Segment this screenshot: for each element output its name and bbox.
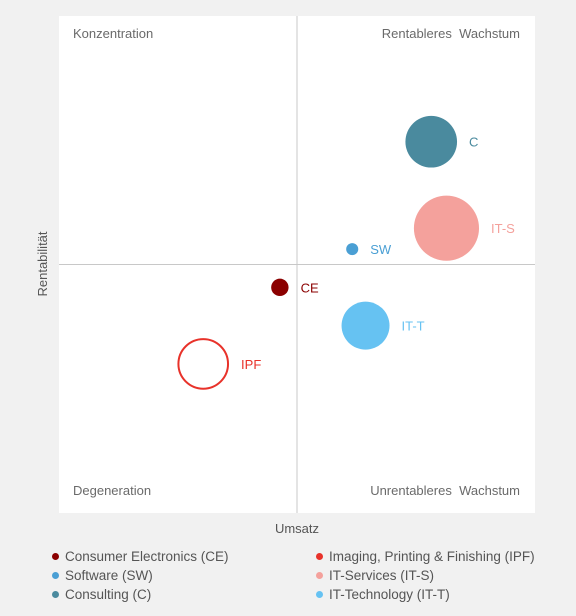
legend-item-ipf: Imaging, Printing & Finishing (IPF): [316, 548, 572, 565]
legend-marker-it-t: [316, 591, 323, 598]
legend-label-c: Consulting (C): [65, 587, 152, 602]
bubble-label-sw: SW: [370, 242, 392, 257]
legend-marker-ce: [52, 553, 59, 560]
bubble-label-ce: CE: [301, 280, 319, 295]
legend: Consumer Electronics (CE) Imaging, Printi…: [52, 548, 572, 603]
bubble-sw: [346, 243, 359, 256]
y-axis-label: Rentabilität: [35, 231, 50, 296]
legend-item-it-t: IT-Technology (IT-T): [316, 586, 572, 603]
legend-item-ce: Consumer Electronics (CE): [52, 548, 316, 565]
bubble-ce: [271, 278, 289, 297]
bubble-it-t: [341, 301, 390, 350]
legend-label-ce: Consumer Electronics (CE): [65, 549, 229, 564]
legend-marker-c: [52, 591, 59, 598]
bubble-label-it-t: IT-T: [402, 319, 425, 334]
legend-marker-it-s: [316, 572, 323, 579]
bubble-layer: CE IPF SW IT-S C IT-T: [177, 115, 515, 390]
bubble-it-s: [413, 195, 480, 261]
quadrant-label-bottom-left: Degeneration: [73, 483, 151, 498]
legend-label-it-t: IT-Technology (IT-T): [329, 587, 450, 602]
bubble-label-ipf: IPF: [241, 357, 261, 372]
quadrant-label-bottom-right: Unrentableres Wachstum: [370, 483, 520, 498]
legend-item-sw: Software (SW): [52, 567, 316, 584]
bubble-label-c: C: [469, 135, 478, 150]
bubble-label-it-s: IT-S: [491, 221, 515, 236]
legend-marker-sw: [52, 572, 59, 579]
legend-marker-ipf: [316, 553, 323, 560]
legend-label-sw: Software (SW): [65, 568, 153, 583]
x-axis-label: Umsatz: [275, 521, 319, 536]
legend-label-ipf: Imaging, Printing & Finishing (IPF): [329, 549, 535, 564]
legend-item-it-s: IT-Services (IT-S): [316, 567, 572, 584]
bubble-ipf: [177, 338, 230, 390]
quadrant-label-top-right: Rentableres Wachstum: [382, 26, 520, 41]
quadrant-label-top-left: Konzentration: [73, 26, 153, 41]
legend-label-it-s: IT-Services (IT-S): [329, 568, 435, 583]
legend-item-c: Consulting (C): [52, 586, 316, 603]
bubble-c: [405, 115, 458, 168]
